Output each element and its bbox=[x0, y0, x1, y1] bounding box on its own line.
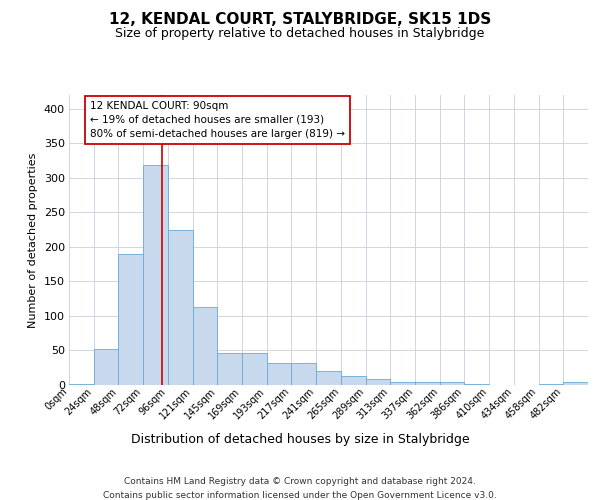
Text: Size of property relative to detached houses in Stalybridge: Size of property relative to detached ho… bbox=[115, 28, 485, 40]
Bar bbox=[94, 349, 118, 385]
Text: 12 KENDAL COURT: 90sqm
← 19% of detached houses are smaller (193)
80% of semi-de: 12 KENDAL COURT: 90sqm ← 19% of detached… bbox=[90, 101, 345, 139]
Text: Distribution of detached houses by size in Stalybridge: Distribution of detached houses by size … bbox=[131, 432, 469, 446]
Text: Contains HM Land Registry data © Crown copyright and database right 2024.: Contains HM Land Registry data © Crown c… bbox=[124, 478, 476, 486]
Text: 12, KENDAL COURT, STALYBRIDGE, SK15 1DS: 12, KENDAL COURT, STALYBRIDGE, SK15 1DS bbox=[109, 12, 491, 28]
Bar bbox=[118, 254, 143, 385]
Bar bbox=[316, 371, 341, 385]
Bar bbox=[267, 363, 292, 385]
Text: Contains public sector information licensed under the Open Government Licence v3: Contains public sector information licen… bbox=[103, 491, 497, 500]
Bar bbox=[365, 380, 390, 385]
Bar bbox=[69, 384, 94, 385]
Bar bbox=[440, 382, 464, 385]
Y-axis label: Number of detached properties: Number of detached properties bbox=[28, 152, 38, 328]
Bar bbox=[390, 382, 415, 385]
Bar bbox=[143, 166, 168, 385]
Bar bbox=[415, 382, 440, 385]
Bar bbox=[464, 384, 489, 385]
Bar bbox=[563, 382, 588, 385]
Bar bbox=[341, 376, 365, 385]
Bar bbox=[539, 384, 563, 385]
Bar bbox=[217, 353, 242, 385]
Bar bbox=[168, 230, 193, 385]
Bar bbox=[193, 307, 217, 385]
Bar bbox=[292, 363, 316, 385]
Bar bbox=[242, 353, 267, 385]
